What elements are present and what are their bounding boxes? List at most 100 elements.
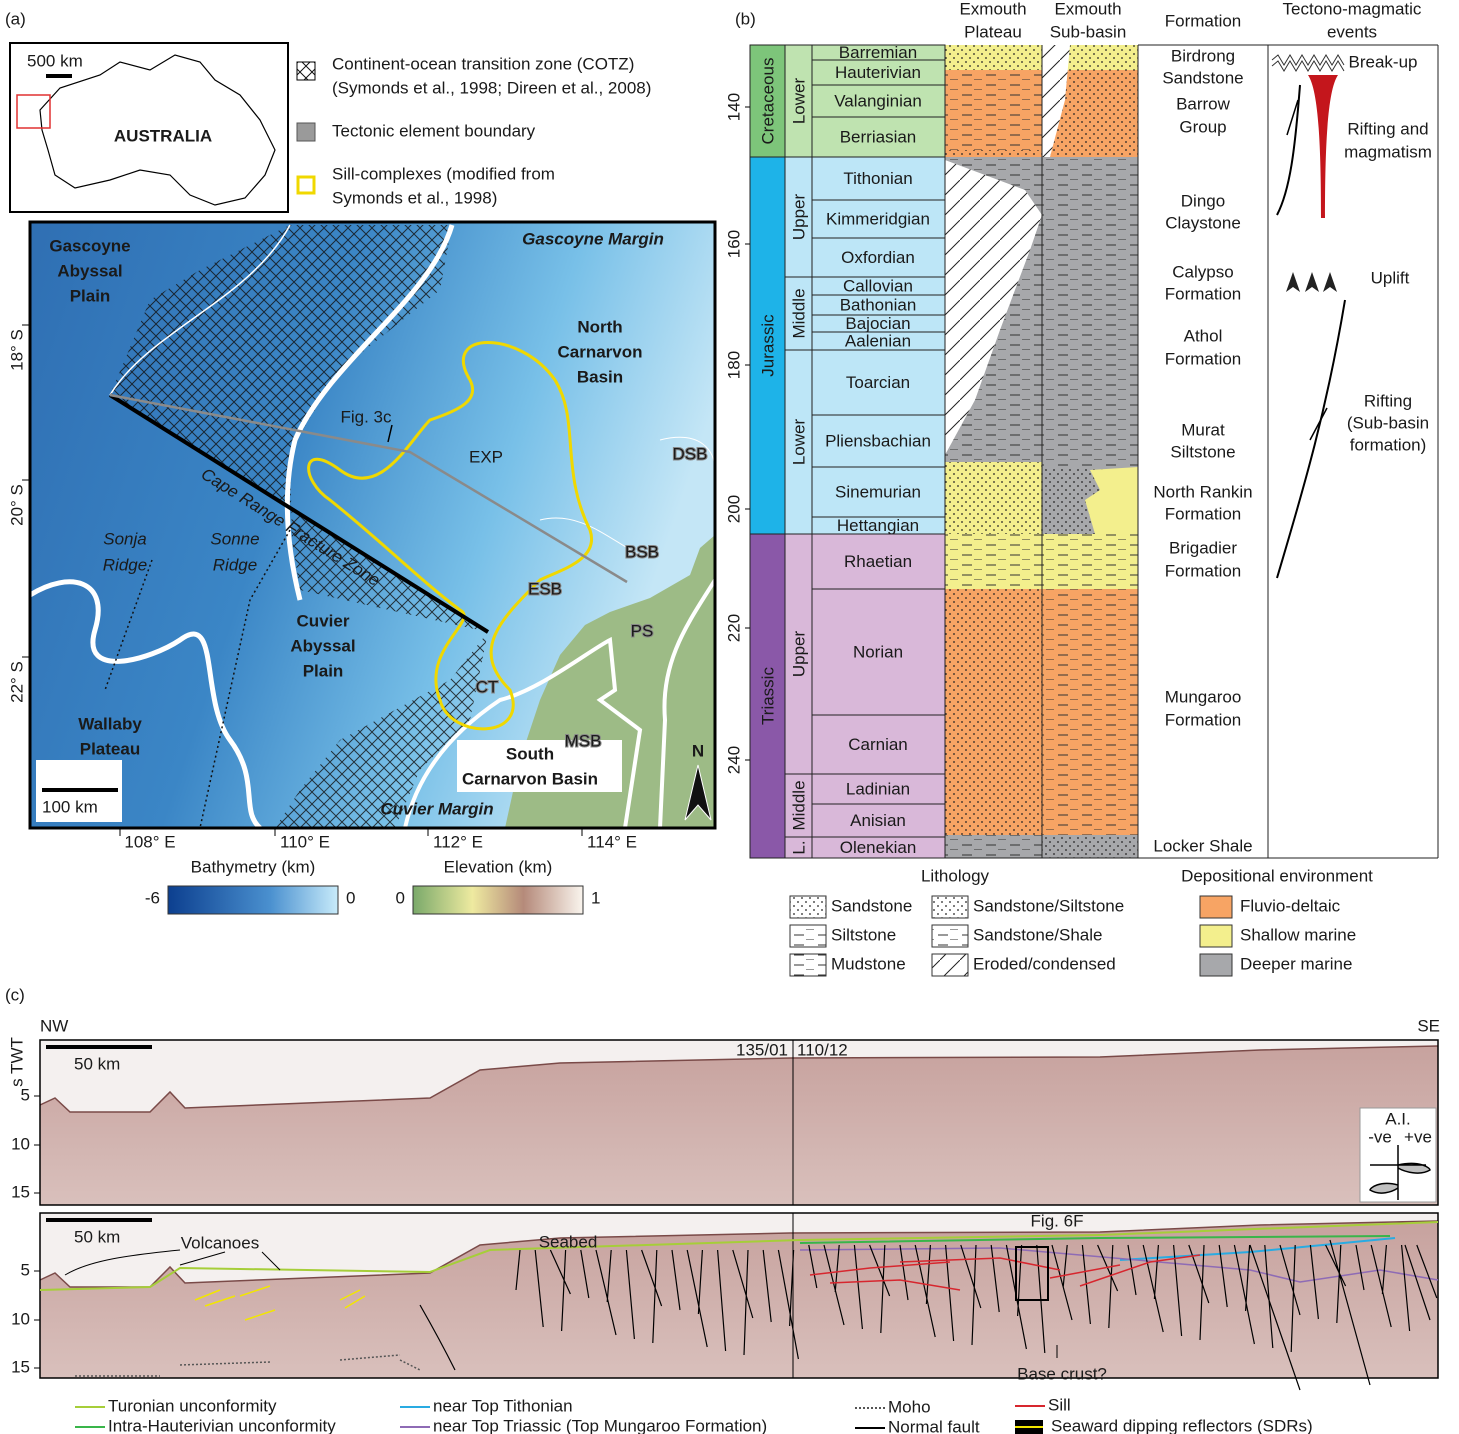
lith-pattern — [1042, 157, 1138, 467]
map-label: Plain — [303, 661, 344, 680]
lith-swatch — [931, 924, 969, 948]
age-label: 160 — [724, 230, 743, 258]
y-tick-label: 10 — [11, 1309, 30, 1328]
legend-label: Sill — [1048, 1395, 1071, 1414]
stage-label: Berriasian — [840, 127, 917, 146]
fault-curve — [1276, 84, 1346, 579]
stage-label: Ladinian — [846, 779, 910, 798]
legend-label: Turonian unconformity — [108, 1396, 277, 1415]
lith-pattern — [945, 534, 1042, 589]
longitude-label: 112° E — [433, 832, 483, 851]
latitude-label: 22° S — [7, 661, 26, 703]
stage-label: Valanginian — [834, 91, 922, 110]
age-label: 200 — [724, 495, 743, 523]
epoch-cell — [784, 276, 813, 351]
legend-label: Intra-Hauterivian unconformity — [108, 1416, 336, 1434]
epoch-label: Upper — [789, 631, 808, 678]
y-tick-label: 15 — [11, 1182, 30, 1201]
fault-arrow — [1286, 99, 1328, 441]
event-label: magmatism — [1344, 142, 1432, 161]
eroded — [1042, 45, 1070, 157]
seismic-frame — [39, 1039, 1439, 1206]
stage-label: Callovian — [843, 276, 913, 295]
stage-label: Pliensbachian — [825, 431, 931, 450]
colorbar-title: Bathymetry (km) — [191, 857, 316, 876]
column-header: Formation — [1165, 11, 1242, 30]
epoch-label: Lower — [789, 419, 808, 466]
legend-boundary-swatch — [296, 122, 316, 142]
latitude-label: 20° S — [7, 484, 26, 526]
age-label: 220 — [724, 614, 743, 642]
annotation: Fig. 6F — [1031, 1211, 1084, 1230]
epoch-cell — [784, 533, 813, 775]
period-label: Triassic — [758, 667, 777, 725]
formation-label: Sandstone — [1162, 68, 1243, 87]
colorbar-min: -6 — [145, 888, 160, 907]
column-header: Sub-basin — [1050, 22, 1127, 41]
y-tick-label: 10 — [11, 1134, 30, 1153]
axis-title: s TWT — [7, 1037, 26, 1087]
formation-label: Group — [1179, 117, 1226, 136]
legend-label: Continent-ocean transition zone (COTZ) — [332, 54, 634, 73]
period-label: Jurassic — [758, 314, 777, 377]
ai-wavelet — [1369, 1145, 1431, 1200]
column-header: Tectono-magmatic — [1283, 0, 1422, 18]
lith-pattern — [945, 70, 1042, 150]
formation-label: Barrow — [1176, 94, 1231, 113]
label-bg — [457, 740, 622, 792]
colorbar-title: Elevation (km) — [444, 857, 553, 876]
colorbar — [167, 885, 339, 915]
epoch-cell — [784, 773, 813, 838]
formation-label: Claystone — [1165, 213, 1241, 232]
horizon — [799, 1247, 1439, 1283]
map-label: Abyssal — [290, 636, 355, 655]
label: AUSTRALIA — [114, 126, 212, 145]
legend-label: Eroded/condensed — [973, 954, 1116, 973]
map-label: Ridge — [213, 555, 257, 574]
legend-label: Siltstone — [831, 925, 896, 944]
legend-label: Tectonic element boundary — [332, 121, 536, 140]
map-label: Cuvier Margin — [380, 799, 493, 818]
stage-cell — [811, 199, 946, 239]
lith-pattern — [945, 150, 1042, 157]
legend-label: Symonds et al., 1998) — [332, 188, 497, 207]
epoch-cell — [784, 349, 813, 535]
sb-yellow — [1085, 467, 1138, 534]
legend-label: Deeper marine — [1240, 954, 1352, 973]
column-header: Exmouth — [959, 0, 1026, 18]
map-label: Ridge — [103, 555, 147, 574]
y-tick-label: 5 — [21, 1085, 30, 1104]
fracture-zone — [108, 393, 490, 634]
map-label: North — [577, 317, 622, 336]
column-header: Exmouth — [1054, 0, 1121, 18]
direction-label: SE — [1417, 1016, 1440, 1035]
uplift-arrow — [1286, 272, 1300, 292]
stage-label: Bathonian — [840, 295, 917, 314]
map-label: Plain — [70, 286, 111, 305]
stage-label: Tithonian — [843, 169, 912, 188]
map-label: South — [506, 744, 554, 763]
env-swatch — [1199, 895, 1233, 919]
colorbar-min: 0 — [396, 888, 405, 907]
longitude-label: 108° E — [124, 832, 175, 851]
map-label: Plateau — [80, 739, 140, 758]
eroded — [945, 160, 1042, 455]
annotation: Base crust? — [1017, 1364, 1107, 1383]
epoch-cell — [784, 156, 813, 278]
formation-label: Formation — [1165, 561, 1242, 580]
panel-label: (a) — [5, 9, 26, 28]
legend-cotz-swatch — [296, 61, 316, 81]
map-label: Abyssal — [57, 261, 122, 280]
map-label: EXP — [469, 447, 503, 466]
scale-label: 50 km — [74, 1227, 120, 1246]
map-label: BSB — [625, 542, 659, 561]
map-frame — [28, 220, 717, 830]
uplift-arrow — [1305, 272, 1319, 292]
map-label: CT — [476, 677, 499, 696]
formation-label: Calypso — [1172, 262, 1233, 281]
colorbar-max: 0 — [346, 888, 355, 907]
ai-label: -ve — [1368, 1127, 1392, 1146]
legend-label: Mudstone — [831, 954, 906, 973]
legend-label: Sandstone/Siltstone — [973, 896, 1124, 915]
